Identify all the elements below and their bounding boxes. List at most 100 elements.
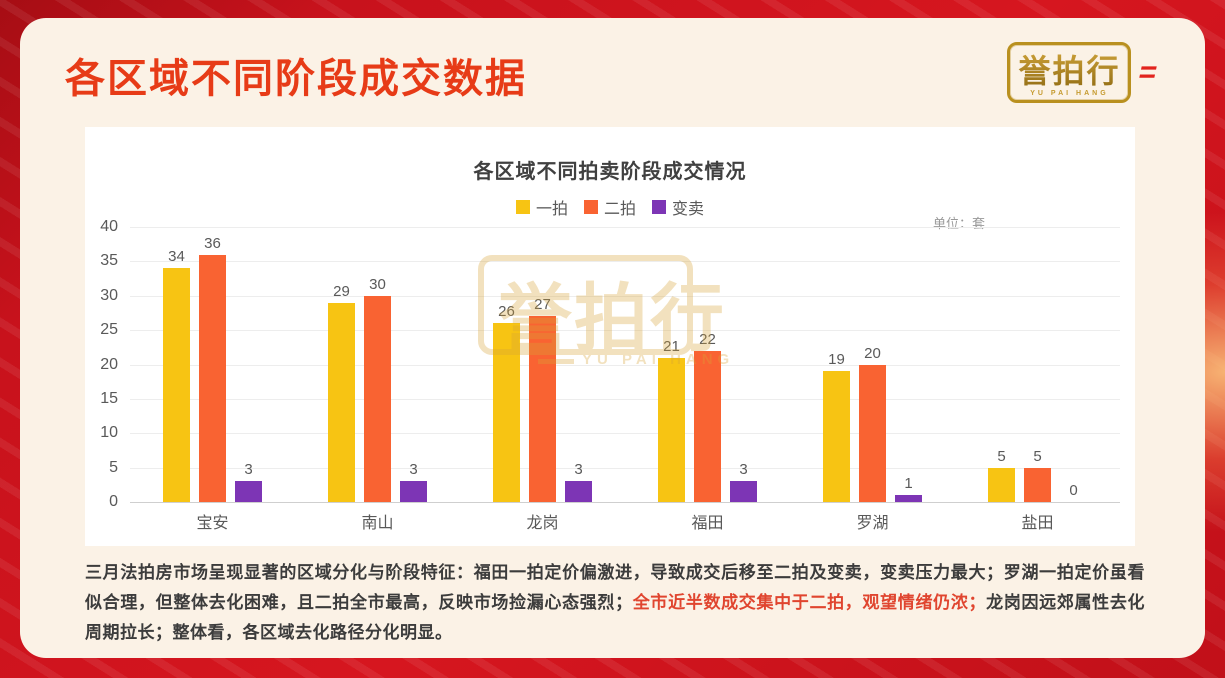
page-title: 各区域不同阶段成交数据 (65, 57, 527, 101)
legend-label: 变卖 (672, 201, 705, 218)
bars-row: 26 27 3 (460, 227, 625, 502)
bar-wrap: 3 (730, 227, 757, 502)
bar-value-label: 22 (699, 330, 716, 348)
bar-group-2: 29 30 3 南山 (295, 227, 460, 532)
x-axis-category-label: 盐田 (1021, 515, 1054, 532)
brand-logo-frame: 誉拍行 YU PAI HANG (1007, 42, 1132, 103)
chart-panel: 各区域不同拍卖阶段成交情况 一拍 二拍 变卖 单位：套 0 5 10 15 20 25 30 35… (85, 127, 1135, 546)
bar-group-5: 19 20 1 罗湖 (790, 227, 955, 532)
chart-legend: 一拍 二拍 变卖 (85, 195, 1135, 219)
bar-value-label: 29 (333, 282, 350, 300)
bar-value-label: 5 (1033, 447, 1042, 465)
bar-value-label: 20 (864, 344, 881, 362)
bar-wrap: 5 (988, 227, 1015, 502)
x-axis-category-label: 龙岗 (526, 515, 559, 532)
legend-item-变卖[interactable]: 变卖 (652, 195, 704, 219)
bar-二拍-福田[interactable] (694, 350, 721, 502)
bar-变卖-南山[interactable] (400, 481, 427, 502)
bar-一拍-宝安[interactable] (163, 268, 190, 502)
brand-logo-equals-mark: = (1136, 55, 1161, 89)
bar-二拍-罗湖[interactable] (859, 364, 886, 502)
brand-logo-text: 誉拍行 (1018, 46, 1120, 92)
bar-二拍-龙岗[interactable] (529, 316, 556, 502)
bar-一拍-福田[interactable] (658, 357, 685, 502)
gridline (130, 433, 1120, 435)
bar-group-3: 26 27 3 龙岗 (460, 227, 625, 532)
bar-wrap: 27 (529, 227, 556, 502)
analysis-text: 龙岗因远郊属性去化周期拉长；整体看，各区域去化路径分化明显。 (85, 593, 1146, 642)
gridline (130, 330, 1120, 332)
y-axis-tick-label: 25 (100, 321, 118, 339)
bar-二拍-宝安[interactable] (199, 254, 226, 502)
bar-wrap: 3 (400, 227, 427, 502)
bars-row: 19 20 1 (790, 227, 955, 502)
y-axis-tick-label: 5 (109, 458, 118, 476)
chart-title: 各区域不同拍卖阶段成交情况 (473, 161, 747, 183)
x-axis-category-label: 南山 (361, 515, 394, 532)
bar-value-label: 0 (1069, 482, 1078, 499)
bar-value-label: 3 (574, 461, 583, 479)
bar-wrap: 26 (493, 227, 520, 502)
bar-value-label: 3 (244, 461, 253, 479)
gridline (130, 398, 1120, 400)
bar-一拍-龙岗[interactable] (493, 323, 520, 502)
gridline (130, 364, 1120, 366)
bar-wrap: 19 (823, 227, 850, 502)
gridline (130, 467, 1120, 469)
bar-变卖-龙岗[interactable] (565, 481, 592, 502)
gridline (130, 227, 1120, 228)
bars-row: 5 5 0 (955, 227, 1120, 502)
bar-二拍-盐田[interactable] (1024, 467, 1051, 502)
bar-group-1: 34 36 3 宝安 (130, 227, 295, 532)
bar-变卖-罗湖[interactable] (895, 495, 922, 502)
bar-变卖-福田[interactable] (730, 481, 757, 502)
legend-swatch-icon (583, 200, 598, 214)
bar-group-4: 21 22 3 福田 (625, 227, 790, 532)
bar-value-label: 5 (997, 447, 1006, 465)
bar-一拍-盐田[interactable] (988, 467, 1015, 502)
bar-value-label: 3 (409, 461, 418, 479)
gridline (130, 295, 1120, 297)
bar-value-label: 30 (369, 275, 386, 293)
brand-logo: 誉拍行 YU PAI HANG = (1007, 42, 1161, 103)
bar-二拍-南山[interactable] (364, 295, 391, 502)
legend-swatch-icon (515, 200, 530, 214)
bar-value-label: 1 (904, 475, 913, 493)
bars-row: 21 22 3 (625, 227, 790, 502)
bar-wrap: 21 (658, 227, 685, 502)
bar-wrap: 3 (235, 227, 262, 502)
y-axis-tick-label: 35 (100, 252, 118, 270)
legend-item-一拍[interactable]: 一拍 (515, 195, 568, 219)
bars-row: 29 30 3 (295, 227, 460, 502)
brand-logo-subtext: YU PAI HANG (1030, 90, 1109, 97)
y-axis-tick-label: 20 (100, 355, 118, 373)
x-axis-category-label: 福田 (691, 515, 724, 532)
analysis-text: 三月法拍房市场呈现显著的区域分化与阶段特征：福田一拍定价偏激进，导致成交后移至二… (85, 563, 1145, 612)
bar-value-label: 36 (204, 234, 221, 252)
bars-row: 34 36 3 (130, 227, 295, 502)
bar-value-label: 34 (168, 248, 185, 266)
bar-value-label: 26 (498, 303, 515, 321)
bar-wrap: 3 (565, 227, 592, 502)
bar-wrap: 34 (163, 227, 190, 502)
y-axis-tick-label: 40 (100, 218, 118, 235)
bar-变卖-宝安[interactable] (235, 481, 262, 502)
legend-item-二拍[interactable]: 二拍 (583, 195, 636, 219)
gridline (130, 261, 1120, 263)
bar-一拍-罗湖[interactable] (823, 371, 850, 502)
bar-wrap: 30 (364, 227, 391, 502)
bar-wrap: 1 (895, 227, 922, 502)
gridline (130, 502, 1120, 503)
bar-一拍-南山[interactable] (328, 302, 355, 502)
bar-wrap: 22 (694, 227, 721, 502)
bar-wrap: 0 (1060, 227, 1087, 502)
bar-group-6: 5 5 0 盐田 (955, 227, 1120, 532)
legend-label: 一拍 (535, 201, 568, 218)
bar-wrap: 36 (199, 227, 226, 502)
bar-wrap: 20 (859, 227, 886, 502)
bar-value-label: 21 (663, 337, 680, 355)
y-axis-tick-label: 10 (100, 424, 118, 442)
y-axis-tick-label: 15 (100, 389, 118, 407)
bar-value-label: 19 (828, 351, 845, 369)
